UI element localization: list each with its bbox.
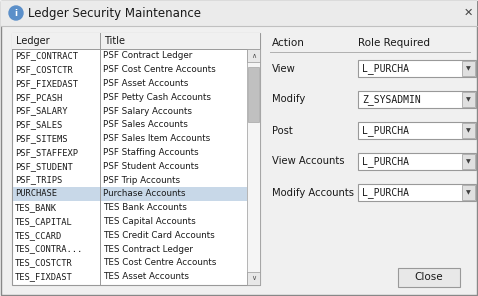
Bar bbox=[358, 122, 476, 139]
Text: TES_CONTRA...: TES_CONTRA... bbox=[15, 244, 83, 254]
Text: PSF_SITEMS: PSF_SITEMS bbox=[15, 134, 67, 143]
Text: TES Credit Card Accounts: TES Credit Card Accounts bbox=[103, 231, 215, 240]
Bar bbox=[462, 123, 475, 138]
Text: Title: Title bbox=[104, 36, 125, 46]
Text: L_PURCHA: L_PURCHA bbox=[362, 156, 409, 167]
Text: TES Cost Centre Accounts: TES Cost Centre Accounts bbox=[103, 258, 217, 267]
Bar bbox=[12, 33, 260, 49]
Text: PSF_STAFFEXP: PSF_STAFFEXP bbox=[15, 148, 78, 157]
Text: PSF_STUDENT: PSF_STUDENT bbox=[15, 162, 73, 171]
Text: ∨: ∨ bbox=[251, 276, 256, 281]
Text: Modify: Modify bbox=[272, 94, 305, 104]
Text: PSF Student Accounts: PSF Student Accounts bbox=[103, 162, 199, 171]
Text: L_PURCHA: L_PURCHA bbox=[362, 63, 409, 74]
Text: PSF Staffing Accounts: PSF Staffing Accounts bbox=[103, 148, 199, 157]
Text: L_PURCHA: L_PURCHA bbox=[362, 125, 409, 136]
Text: PSF Sales Item Accounts: PSF Sales Item Accounts bbox=[103, 134, 210, 143]
Bar bbox=[13, 187, 247, 201]
Bar bbox=[247, 49, 260, 285]
Bar bbox=[462, 154, 475, 169]
Text: PSF_PCASH: PSF_PCASH bbox=[15, 93, 62, 102]
Text: Action: Action bbox=[272, 38, 305, 48]
Text: PSF_TRIPS: PSF_TRIPS bbox=[15, 176, 62, 185]
Text: Post: Post bbox=[272, 126, 293, 136]
Text: PSF Cost Centre Accounts: PSF Cost Centre Accounts bbox=[103, 65, 216, 74]
Text: TES Contract Ledger: TES Contract Ledger bbox=[103, 244, 193, 254]
Circle shape bbox=[9, 6, 23, 20]
Bar bbox=[462, 92, 475, 107]
Text: i: i bbox=[14, 9, 18, 17]
Bar bbox=[12, 33, 260, 285]
Text: PSF_SALES: PSF_SALES bbox=[15, 120, 62, 129]
Text: PSF Salary Accounts: PSF Salary Accounts bbox=[103, 107, 192, 116]
Text: PSF_FIXEDAST: PSF_FIXEDAST bbox=[15, 79, 78, 88]
Text: TES_FIXDAST: TES_FIXDAST bbox=[15, 272, 73, 281]
Bar bbox=[358, 184, 476, 201]
Bar bbox=[462, 61, 475, 76]
Text: Close: Close bbox=[415, 273, 443, 282]
Bar bbox=[358, 91, 476, 108]
Text: TES Capital Accounts: TES Capital Accounts bbox=[103, 217, 196, 226]
Bar bbox=[248, 67, 259, 122]
Text: PURCHASE: PURCHASE bbox=[15, 189, 57, 198]
Text: ✕: ✕ bbox=[463, 8, 473, 18]
Text: PSF_SALARY: PSF_SALARY bbox=[15, 107, 67, 116]
Text: ▼: ▼ bbox=[466, 128, 471, 133]
Text: View Accounts: View Accounts bbox=[272, 157, 345, 166]
Bar bbox=[247, 49, 260, 62]
Text: TES Bank Accounts: TES Bank Accounts bbox=[103, 203, 187, 212]
Text: TES Asset Accounts: TES Asset Accounts bbox=[103, 272, 189, 281]
Bar bbox=[358, 153, 476, 170]
Text: PSF Petty Cash Accounts: PSF Petty Cash Accounts bbox=[103, 93, 211, 102]
Text: ∧: ∧ bbox=[251, 52, 256, 59]
Text: PSF Asset Accounts: PSF Asset Accounts bbox=[103, 79, 188, 88]
Text: Modify Accounts: Modify Accounts bbox=[272, 187, 354, 197]
Bar bbox=[462, 185, 475, 200]
Text: TES_BANK: TES_BANK bbox=[15, 203, 57, 212]
Text: ▼: ▼ bbox=[466, 190, 471, 195]
Text: Purchase Accounts: Purchase Accounts bbox=[103, 189, 185, 198]
Bar bbox=[398, 268, 460, 287]
Text: View: View bbox=[272, 64, 296, 73]
Text: TES_COSTCTR: TES_COSTCTR bbox=[15, 258, 73, 267]
Text: PSF_COSTCTR: PSF_COSTCTR bbox=[15, 65, 73, 74]
Text: L_PURCHA: L_PURCHA bbox=[362, 187, 409, 198]
Text: Role Required: Role Required bbox=[358, 38, 430, 48]
Text: Ledger: Ledger bbox=[16, 36, 50, 46]
Text: Ledger Security Maintenance: Ledger Security Maintenance bbox=[28, 7, 201, 20]
Text: ▼: ▼ bbox=[466, 97, 471, 102]
Text: TES_CAPITAL: TES_CAPITAL bbox=[15, 217, 73, 226]
Text: PSF Contract Ledger: PSF Contract Ledger bbox=[103, 52, 192, 60]
Text: PSF Trip Accounts: PSF Trip Accounts bbox=[103, 176, 180, 185]
Bar bbox=[1, 1, 477, 26]
Text: TES_CCARD: TES_CCARD bbox=[15, 231, 62, 240]
Bar bbox=[247, 272, 260, 285]
Bar bbox=[358, 60, 476, 77]
Text: ▼: ▼ bbox=[466, 159, 471, 164]
Text: PSF_CONTRACT: PSF_CONTRACT bbox=[15, 52, 78, 60]
Text: PSF Sales Accounts: PSF Sales Accounts bbox=[103, 120, 188, 129]
Text: Z_SYSADMIN: Z_SYSADMIN bbox=[362, 94, 421, 105]
Text: ▼: ▼ bbox=[466, 66, 471, 71]
